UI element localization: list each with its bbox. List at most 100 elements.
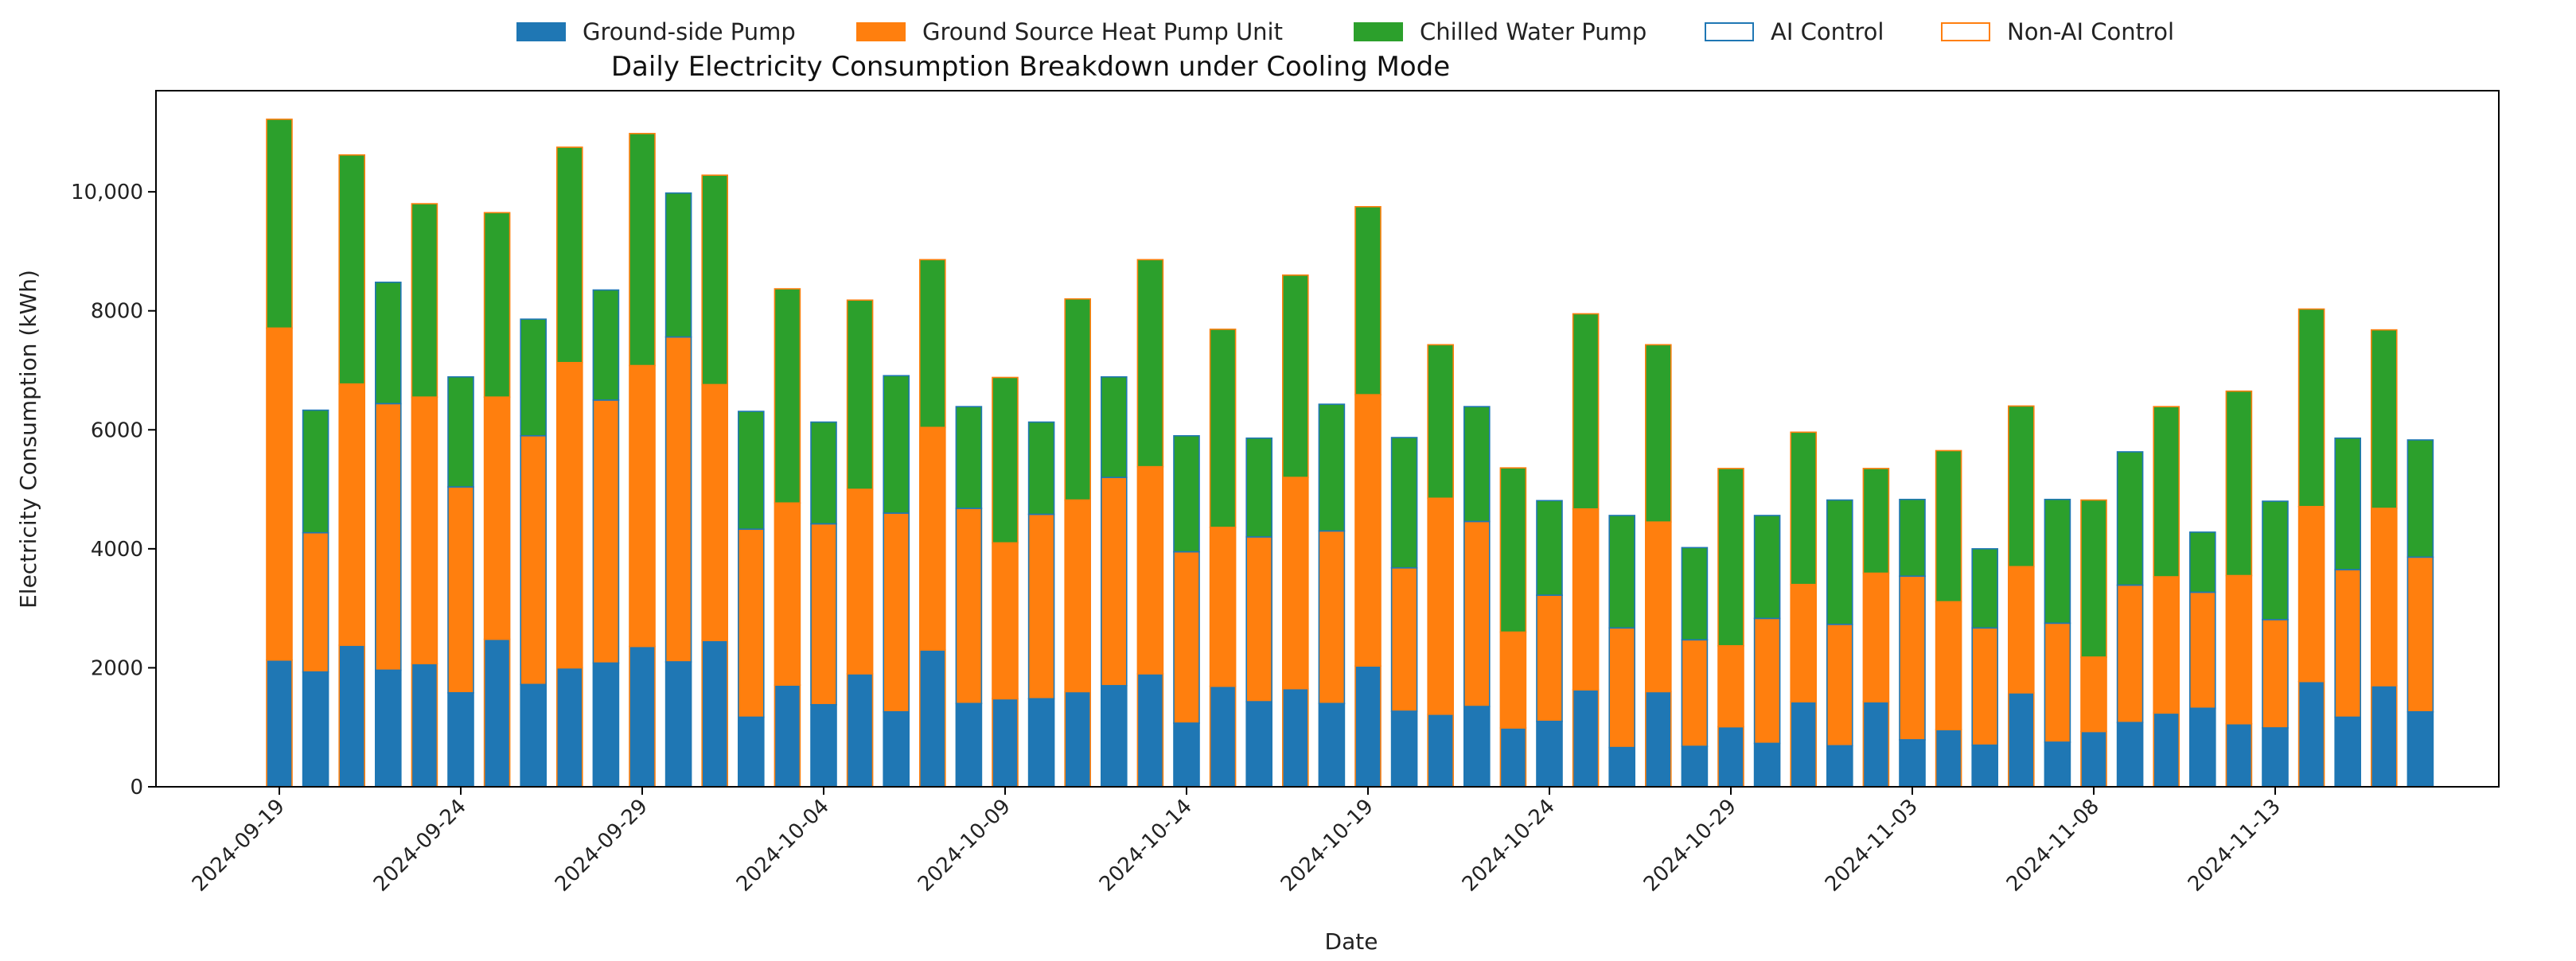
bar-2024-10-15-series-2 xyxy=(1209,527,1237,687)
bar-2024-10-02-series-3 xyxy=(737,410,765,530)
bar-2024-11-11-series-2 xyxy=(2189,591,2216,710)
bar-2024-10-30-series-3 xyxy=(1753,515,1781,620)
bar-2024-10-07-series-2 xyxy=(919,426,946,651)
bar-2024-10-22-series-3 xyxy=(1463,406,1491,523)
bar-2024-09-22-series-2 xyxy=(374,403,402,671)
bar-2024-11-04-series-1 xyxy=(1935,729,1962,788)
bar-2024-11-09-series-3 xyxy=(2116,451,2144,586)
y-tick-label: 6000 xyxy=(91,418,143,442)
bar-2024-09-23-series-1 xyxy=(411,663,438,788)
bar-2024-10-07-series-1 xyxy=(919,649,946,788)
bar-2024-10-23-series-1 xyxy=(1499,727,1527,788)
bar-2024-10-09-series-3 xyxy=(992,376,1019,544)
bar-2024-11-08-series-2 xyxy=(2080,656,2107,733)
bar-2024-10-10-series-3 xyxy=(1027,421,1055,516)
bar-2024-10-16-series-2 xyxy=(1245,536,1272,702)
bar-2024-10-10-series-2 xyxy=(1027,513,1055,700)
bar-2024-09-29-series-2 xyxy=(629,364,656,648)
x-tick-label: 2024-09-29 xyxy=(551,795,653,897)
bar-2024-10-20-series-2 xyxy=(1390,566,1418,712)
bar-2024-11-08-series-1 xyxy=(2080,730,2107,788)
bar-2024-10-03-series-3 xyxy=(774,288,801,504)
bar-2024-09-21-series-2 xyxy=(338,383,366,646)
bar-2024-11-09-series-2 xyxy=(2116,584,2144,724)
bars xyxy=(266,119,2434,788)
bar-2024-09-20-series-1 xyxy=(302,671,329,788)
bar-2024-11-14-series-3 xyxy=(2297,308,2325,508)
bar-2024-11-08-series-3 xyxy=(2080,499,2107,658)
bar-2024-09-19-series-1 xyxy=(266,659,293,788)
bar-2024-10-29-series-3 xyxy=(1717,468,1744,647)
bar-2024-09-24-series-3 xyxy=(447,375,474,488)
bar-2024-10-25-series-2 xyxy=(1572,508,1600,691)
bar-2024-10-31-series-1 xyxy=(1790,701,1817,788)
bar-2024-11-10-series-1 xyxy=(2153,712,2180,788)
bar-2024-09-19-series-2 xyxy=(266,327,293,661)
bar-2024-10-23-series-2 xyxy=(1499,631,1527,729)
x-tick-label: 2024-11-13 xyxy=(2184,795,2286,897)
bar-2024-11-04-series-3 xyxy=(1935,449,1962,603)
bar-2024-11-07-series-1 xyxy=(2044,741,2071,788)
bar-2024-09-20-series-2 xyxy=(302,531,329,673)
bar-2024-11-03-series-1 xyxy=(1899,739,1926,788)
bar-2024-10-20-series-1 xyxy=(1390,710,1418,788)
x-tick-label: 2024-10-24 xyxy=(1458,795,1560,897)
bar-2024-10-31-series-3 xyxy=(1790,431,1817,586)
bar-2024-11-07-series-2 xyxy=(2044,622,2071,743)
bar-2024-10-29-series-1 xyxy=(1717,726,1744,788)
bar-2024-09-27-series-1 xyxy=(555,667,583,788)
x-tick-label: 2024-10-09 xyxy=(914,795,1015,897)
bar-2024-11-17-series-1 xyxy=(2406,710,2434,788)
bar-2024-10-20-series-3 xyxy=(1390,437,1418,569)
bar-2024-11-12-series-1 xyxy=(2225,722,2253,788)
bar-2024-09-26-series-1 xyxy=(520,683,548,788)
bar-2024-09-25-series-3 xyxy=(483,212,511,398)
x-tick-label: 2024-10-19 xyxy=(1276,795,1378,897)
bar-2024-09-29-series-3 xyxy=(629,133,656,367)
bar-2024-11-14-series-1 xyxy=(2297,680,2325,788)
bar-2024-11-03-series-2 xyxy=(1899,575,1926,741)
bar-2024-11-02-series-3 xyxy=(1862,468,1890,574)
bar-2024-10-18-series-3 xyxy=(1318,403,1346,532)
bar-2024-10-21-series-3 xyxy=(1427,344,1454,500)
bar-2024-11-06-series-2 xyxy=(2008,566,2035,694)
bar-2024-11-01-series-1 xyxy=(1826,745,1853,788)
bar-2024-10-06-series-3 xyxy=(883,375,910,514)
bar-2024-09-24-series-2 xyxy=(447,486,474,694)
bar-2024-10-16-series-1 xyxy=(1245,701,1272,788)
bar-2024-10-24-series-1 xyxy=(1536,720,1563,788)
bar-2024-10-05-series-3 xyxy=(846,299,874,490)
legend-label-1: Ground-side Pump xyxy=(583,18,796,45)
plot-area-frame xyxy=(155,90,2500,788)
legend-swatch-2 xyxy=(856,22,906,41)
bar-2024-10-19-series-3 xyxy=(1354,206,1382,395)
y-axis-label: Electricity Consumption (kWh) xyxy=(15,270,41,609)
y-tick-label: 4000 xyxy=(91,538,143,562)
bar-2024-11-13-series-3 xyxy=(2262,500,2289,621)
x-axis-label: Date xyxy=(1325,928,1378,955)
x-tick-label: 2024-09-24 xyxy=(369,795,471,897)
legend: Ground-side Pump Ground Source Heat Pump … xyxy=(516,18,2174,45)
bar-2024-09-22-series-1 xyxy=(374,669,402,788)
y-tick-label: 0 xyxy=(130,776,143,800)
bar-2024-10-09-series-2 xyxy=(992,542,1019,700)
bar-2024-10-18-series-1 xyxy=(1318,702,1346,788)
bar-2024-11-07-series-3 xyxy=(2044,498,2071,624)
bar-2024-10-13-series-2 xyxy=(1136,465,1164,675)
x-tick-label: 2024-10-14 xyxy=(1095,795,1197,897)
bar-2024-10-13-series-1 xyxy=(1136,673,1164,788)
bar-2024-11-15-series-2 xyxy=(2334,569,2361,718)
bar-2024-11-13-series-2 xyxy=(2262,619,2289,729)
bar-2024-09-19-series-3 xyxy=(266,119,293,329)
bar-2024-10-11-series-1 xyxy=(1064,691,1091,788)
bar-2024-09-28-series-3 xyxy=(592,289,620,401)
bar-2024-10-31-series-2 xyxy=(1790,583,1817,702)
bar-2024-10-18-series-2 xyxy=(1318,530,1346,705)
bar-2024-11-06-series-3 xyxy=(2008,405,2035,568)
bar-2024-10-16-series-3 xyxy=(1245,437,1272,538)
bar-2024-10-10-series-1 xyxy=(1027,698,1055,788)
bar-2024-09-26-series-3 xyxy=(520,318,548,437)
bar-2024-10-01-series-3 xyxy=(701,174,729,386)
bar-2024-10-26-series-1 xyxy=(1608,746,1635,788)
